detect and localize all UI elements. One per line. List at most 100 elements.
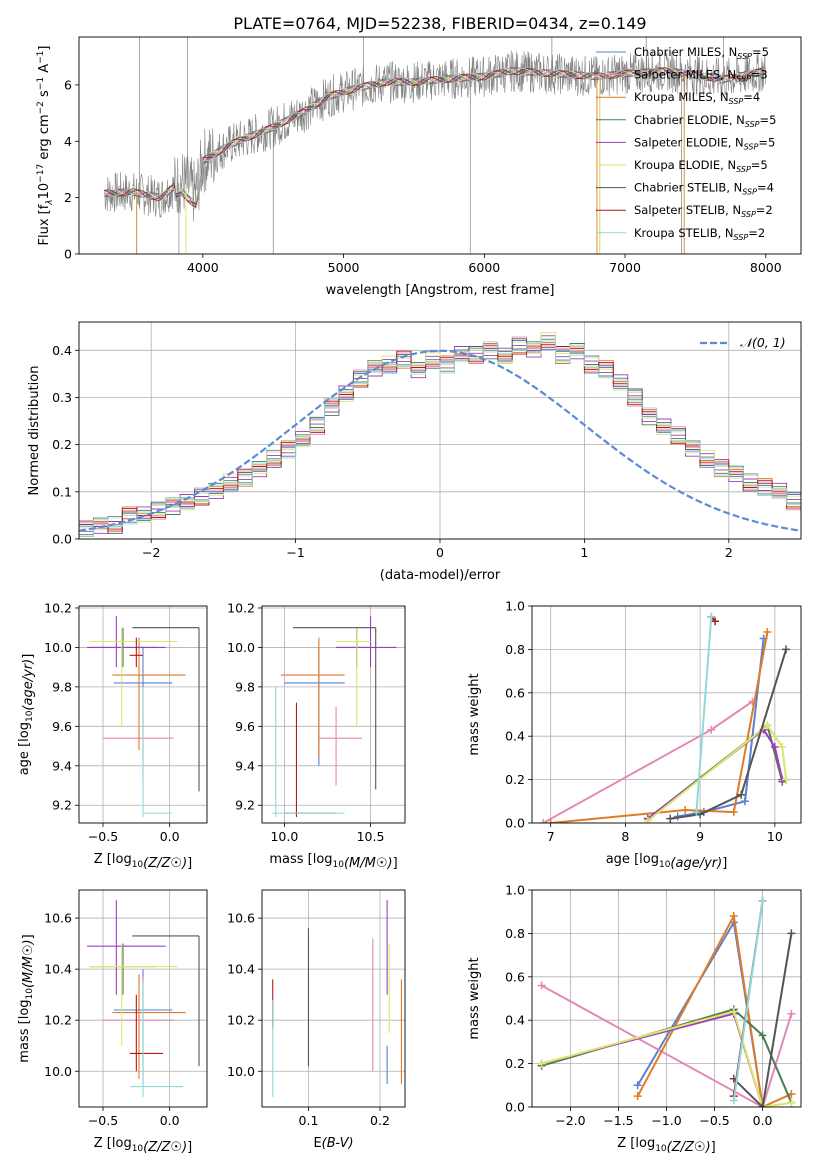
x-tick-label: 10 [767, 829, 783, 844]
histogram-kroupa-elodie [79, 331, 801, 531]
x-axis-label-sub: 10 [132, 1144, 144, 1154]
plot-area [539, 612, 791, 823]
legend-entry-label: Chabrier ELODIE, N [634, 113, 745, 127]
y-tick-label: 9.4 [52, 758, 72, 773]
axes: −0.5 0.010.010.210.410.6Z [log10(Z/Z☉)]ma… [17, 911, 192, 1155]
legend-entry: Kroupa MILES, NSSP=4 [634, 90, 760, 106]
x-tick-label: 0.0 [160, 829, 180, 844]
mass-weight-marker [763, 628, 772, 637]
x-tick-label: 8000 [750, 260, 782, 275]
y-tick-label: 10.0 [227, 640, 255, 655]
x-axis-label-text: mass [log10(M/M☉)] [269, 852, 397, 871]
legend-entry-label: Salpeter ELODIE, N [634, 135, 744, 149]
y-axis-label-plain: age [ [17, 742, 32, 775]
mass-weight-line [541, 984, 793, 1107]
y-tick-label: 9.8 [52, 679, 72, 694]
x-tick-label: −2.0 [555, 1113, 585, 1128]
y-tick-label: 9.2 [52, 798, 72, 813]
x-axis-label-log: log [639, 852, 659, 867]
y-tick-label: 0.8 [505, 926, 525, 941]
panel-mass_vs_Z: −0.5 0.010.010.210.410.6Z [log10(Z/Z☉)]ma… [17, 889, 208, 1155]
mass-weight-marker [729, 1007, 738, 1016]
legend-entry: 𝒩(0, 1) [740, 335, 786, 350]
x-tick-label: −1.5 [603, 1113, 633, 1128]
legend-entry-sub: SSP [745, 120, 760, 129]
y-tick-label: 1.0 [505, 883, 525, 898]
legend-entry-n: =5 [758, 135, 775, 149]
model-spectrum [104, 67, 766, 208]
mass-weight-marker [537, 981, 546, 990]
x-axis-label-plain: ] [187, 1140, 192, 1155]
plot-area [272, 615, 397, 818]
axes: 0.1 0.2 10.0 10.2 10.4 10.6 E(B-V) [227, 911, 390, 1151]
x-axis-label: Z [log10(Z/Z☉)] [617, 1136, 715, 1155]
y-tick-label: 1.0 [505, 599, 525, 614]
errorbar-point [318, 706, 362, 786]
x-axis-label-text: Z [log10(Z/Z☉)] [94, 852, 192, 871]
plot-area [537, 896, 796, 1107]
x-axis-label-plain: Z [ [617, 1136, 635, 1151]
mass-weight-marker [729, 1096, 738, 1105]
legend-entry: Chabrier STELIB, NSSP=4 [634, 181, 774, 197]
legend-entry-sub: SSP [736, 75, 751, 84]
x-axis-label-sub: 10 [333, 860, 345, 870]
axes-frame [261, 889, 406, 1108]
x-tick-label: 5000 [328, 260, 360, 275]
errorbar-point [112, 974, 186, 1079]
x-tick-label: 2 [725, 545, 733, 560]
y-tick-label: 4 [64, 134, 72, 149]
errorbar-point [103, 706, 174, 782]
x-tick-label: 0.1 [299, 1113, 319, 1128]
x-axis-label-plain: mass [ [269, 852, 312, 867]
histogram-salpeter-elodie [79, 335, 801, 534]
legend: 𝒩(0, 1) [700, 335, 786, 350]
legend-entry: Salpeter MILES, NSSP=3 [634, 68, 768, 84]
y-tick-label: 10.4 [227, 962, 255, 977]
mass-weight-marker [740, 797, 749, 806]
mass-weight-marker [729, 912, 738, 921]
x-tick-label: −1 [286, 545, 304, 560]
legend-entry-n: =5 [760, 113, 777, 127]
y-tick-label: 6 [64, 77, 72, 92]
x-tick-label: 0.2 [370, 1113, 390, 1128]
mass-weight-marker [633, 1081, 642, 1090]
axes-frame [261, 605, 406, 824]
x-axis-label-plain: age [ [606, 852, 639, 867]
y-tick-label: 0.8 [505, 642, 525, 657]
legend-entry-n: =2 [748, 226, 765, 240]
errorbar-point [89, 943, 178, 1046]
panel-age_vs_Z: −0.5 0.09.29.49.69.810.010.2Z [log10(Z/Z☉… [17, 600, 208, 871]
mass-weight-marker [711, 617, 720, 626]
y-tick-label: 0.0 [52, 532, 72, 547]
y-tick-label: 0.3 [52, 390, 72, 405]
x-axis-label-plain: ] [187, 856, 192, 871]
histogram-salpeter-stelib [79, 343, 801, 538]
legend-entry: Kroupa STELIB, NSSP=2 [634, 226, 765, 242]
y-tick-label: 0.4 [505, 1013, 525, 1028]
mass-weight-marker [707, 612, 716, 621]
y-axis-label-text: mass [log10(M/M☉)] [17, 934, 36, 1062]
x-axis-label-plain: ] [722, 856, 727, 871]
axes: −0.5 0.09.29.49.69.810.010.2Z [log10(Z/Z☉… [17, 600, 192, 871]
x-axis-label-log: log [112, 1136, 132, 1151]
y-tick-label: 10.2 [227, 1013, 255, 1028]
mass-weight-line [550, 631, 769, 823]
x-axis-label: (data-model)/error [380, 568, 501, 583]
x-tick-label: −0.5 [88, 829, 118, 844]
plot-area [272, 900, 402, 1097]
y-axis-label-arg: (age/yr) [21, 659, 36, 711]
mass-weight-line [541, 1010, 792, 1107]
y-tick-label: 0.1 [52, 484, 72, 499]
y-tick-label: 10.6 [227, 911, 255, 926]
mass-weight-marker [633, 1092, 642, 1101]
legend-entry-sub: SSP [734, 233, 749, 242]
mass-weight-line [732, 900, 764, 1101]
x-tick-label: 0.0 [753, 1113, 773, 1128]
x-tick-label: 0.0 [160, 1113, 180, 1128]
y-tick-label: 9.6 [52, 719, 72, 734]
legend-entry-label: Salpeter MILES, N [634, 68, 736, 82]
errorbar-point [132, 935, 200, 1067]
y-tick-label: 2 [64, 190, 72, 205]
mass-weight-marker [692, 808, 701, 817]
